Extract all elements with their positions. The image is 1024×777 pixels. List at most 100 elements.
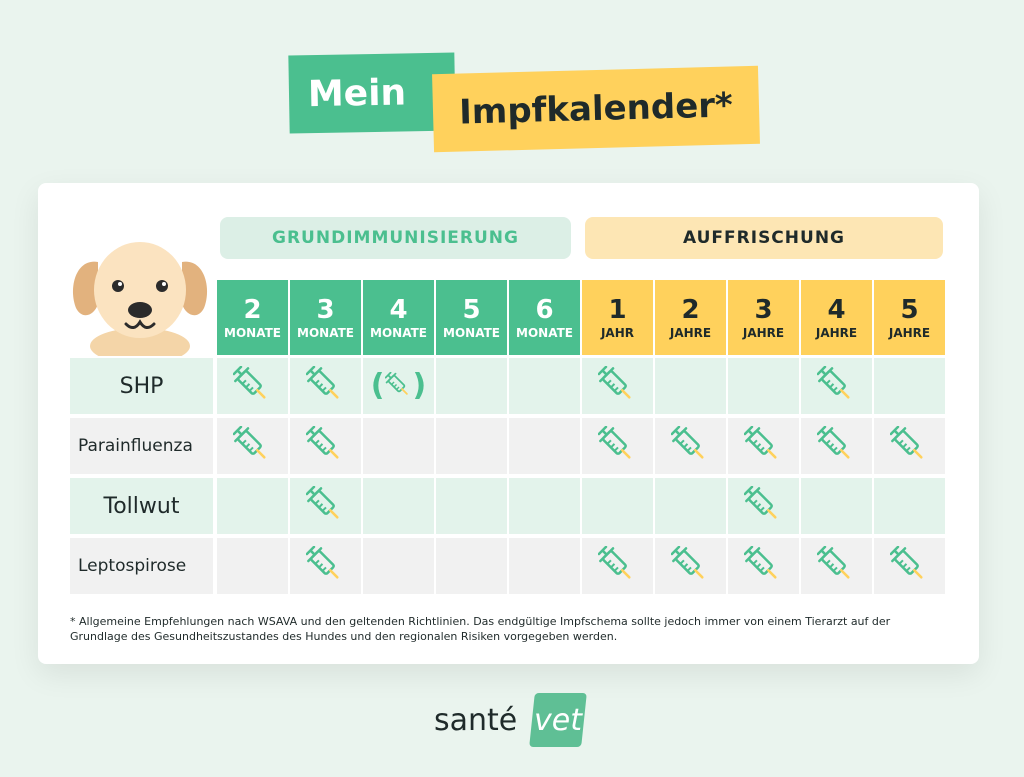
syringe-icon: [305, 486, 339, 519]
column-header: 3 JAHRE: [728, 280, 799, 355]
table-cell: [874, 538, 945, 594]
table-cell: [509, 538, 580, 594]
table-cell: [509, 478, 580, 534]
title-mein: Mein: [288, 52, 456, 134]
table-cell: [436, 418, 507, 474]
syringe-icon: [816, 426, 850, 459]
table-cell: [363, 538, 434, 594]
group-auffrischung: AUFFRISCHUNG: [585, 217, 943, 259]
column-unit: MONATE: [297, 325, 354, 340]
syringe-icon: [305, 426, 339, 459]
column-header: 2 MONATE: [217, 280, 288, 355]
page-title: Mein Impfkalender*: [0, 0, 1024, 170]
table-cell: [582, 478, 653, 534]
table-cell: [290, 478, 361, 534]
group-grundimmunisierung: GRUNDIMMUNISIERUNG: [220, 217, 571, 259]
syringe-icon: [305, 546, 339, 579]
syringe-icon: [305, 366, 339, 399]
dog-icon: [72, 242, 208, 356]
table-cell: [655, 418, 726, 474]
syringe-icon: [889, 546, 923, 579]
column-unit: MONATE: [443, 325, 500, 340]
table-cell: [217, 538, 288, 594]
row-label: Leptospirose: [70, 538, 213, 594]
column-unit: JAHRE: [742, 325, 785, 340]
table-cell: [801, 478, 872, 534]
column-number: 6: [535, 294, 554, 325]
table-cell: [655, 478, 726, 534]
column-number: 5: [462, 294, 481, 325]
table-cell: [436, 538, 507, 594]
table-cell: [582, 418, 653, 474]
column-unit: MONATE: [224, 325, 281, 340]
syringe-icon: [816, 546, 850, 579]
column-number: 3: [316, 294, 335, 325]
syringe-icon: [816, 366, 850, 399]
row-label: Tollwut: [70, 478, 213, 534]
table-cell: [728, 358, 799, 414]
column-header: 3 MONATE: [290, 280, 361, 355]
paren-open: (: [370, 368, 385, 403]
column-unit: JAHRE: [815, 325, 858, 340]
column-header: 6 MONATE: [509, 280, 580, 355]
table-cell: [874, 478, 945, 534]
column-header: 4 MONATE: [363, 280, 434, 355]
table-cell: [874, 358, 945, 414]
table-cell: [363, 418, 434, 474]
table-cell: [436, 478, 507, 534]
table-cell: [801, 538, 872, 594]
column-unit: JAHRE: [888, 325, 931, 340]
table-cell: [217, 358, 288, 414]
column-number: 2: [681, 294, 700, 325]
table-cell: [217, 478, 288, 534]
table-cell: [728, 538, 799, 594]
table-cell: [363, 478, 434, 534]
syringe-icon: [889, 426, 923, 459]
table-cell: [728, 478, 799, 534]
title-impfkalender: Impfkalender*: [432, 65, 760, 153]
syringe-icon: [670, 426, 704, 459]
column-number: 3: [754, 294, 773, 325]
table-cell: [874, 418, 945, 474]
column-unit: JAHR: [600, 325, 635, 340]
column-unit: JAHRE: [669, 325, 712, 340]
table-cell: [217, 418, 288, 474]
syringe-icon: [232, 366, 266, 399]
table-cell: [436, 358, 507, 414]
column-number: 2: [243, 294, 262, 325]
syringe-icon: [597, 546, 631, 579]
column-header: 5 MONATE: [436, 280, 507, 355]
column-number: 4: [827, 294, 846, 325]
row-label: Parainfluenza: [70, 418, 213, 474]
table-cell: [582, 358, 653, 414]
table-cell: [801, 358, 872, 414]
table-cell: [655, 538, 726, 594]
santevet-logo: santé vet: [434, 693, 594, 753]
logo-badge-text: vet: [534, 703, 582, 738]
row-label: SHP: [70, 358, 213, 414]
column-unit: MONATE: [370, 325, 427, 340]
column-unit: MONATE: [516, 325, 573, 340]
column-header: 1 JAHR: [582, 280, 653, 355]
table-cell: [728, 418, 799, 474]
table-cell: [290, 538, 361, 594]
table-cell: [801, 418, 872, 474]
column-number: 4: [389, 294, 408, 325]
table-cell: [509, 358, 580, 414]
table-cell: [290, 418, 361, 474]
column-header: 2 JAHRE: [655, 280, 726, 355]
syringe-icon: [743, 426, 777, 459]
syringe-icon: [670, 546, 704, 579]
table-cell: [655, 358, 726, 414]
syringe-icon: [743, 546, 777, 579]
syringe-icon: [384, 372, 408, 395]
paren-close: ): [412, 368, 427, 403]
column-header: 4 JAHRE: [801, 280, 872, 355]
table-cell: [509, 418, 580, 474]
table-cell: [582, 538, 653, 594]
syringe-icon: [597, 366, 631, 399]
column-header: 5 JAHRE: [874, 280, 945, 355]
table-cell: (): [363, 358, 434, 414]
table-cell: [290, 358, 361, 414]
footnote: * Allgemeine Empfehlungen nach WSAVA und…: [70, 615, 891, 643]
